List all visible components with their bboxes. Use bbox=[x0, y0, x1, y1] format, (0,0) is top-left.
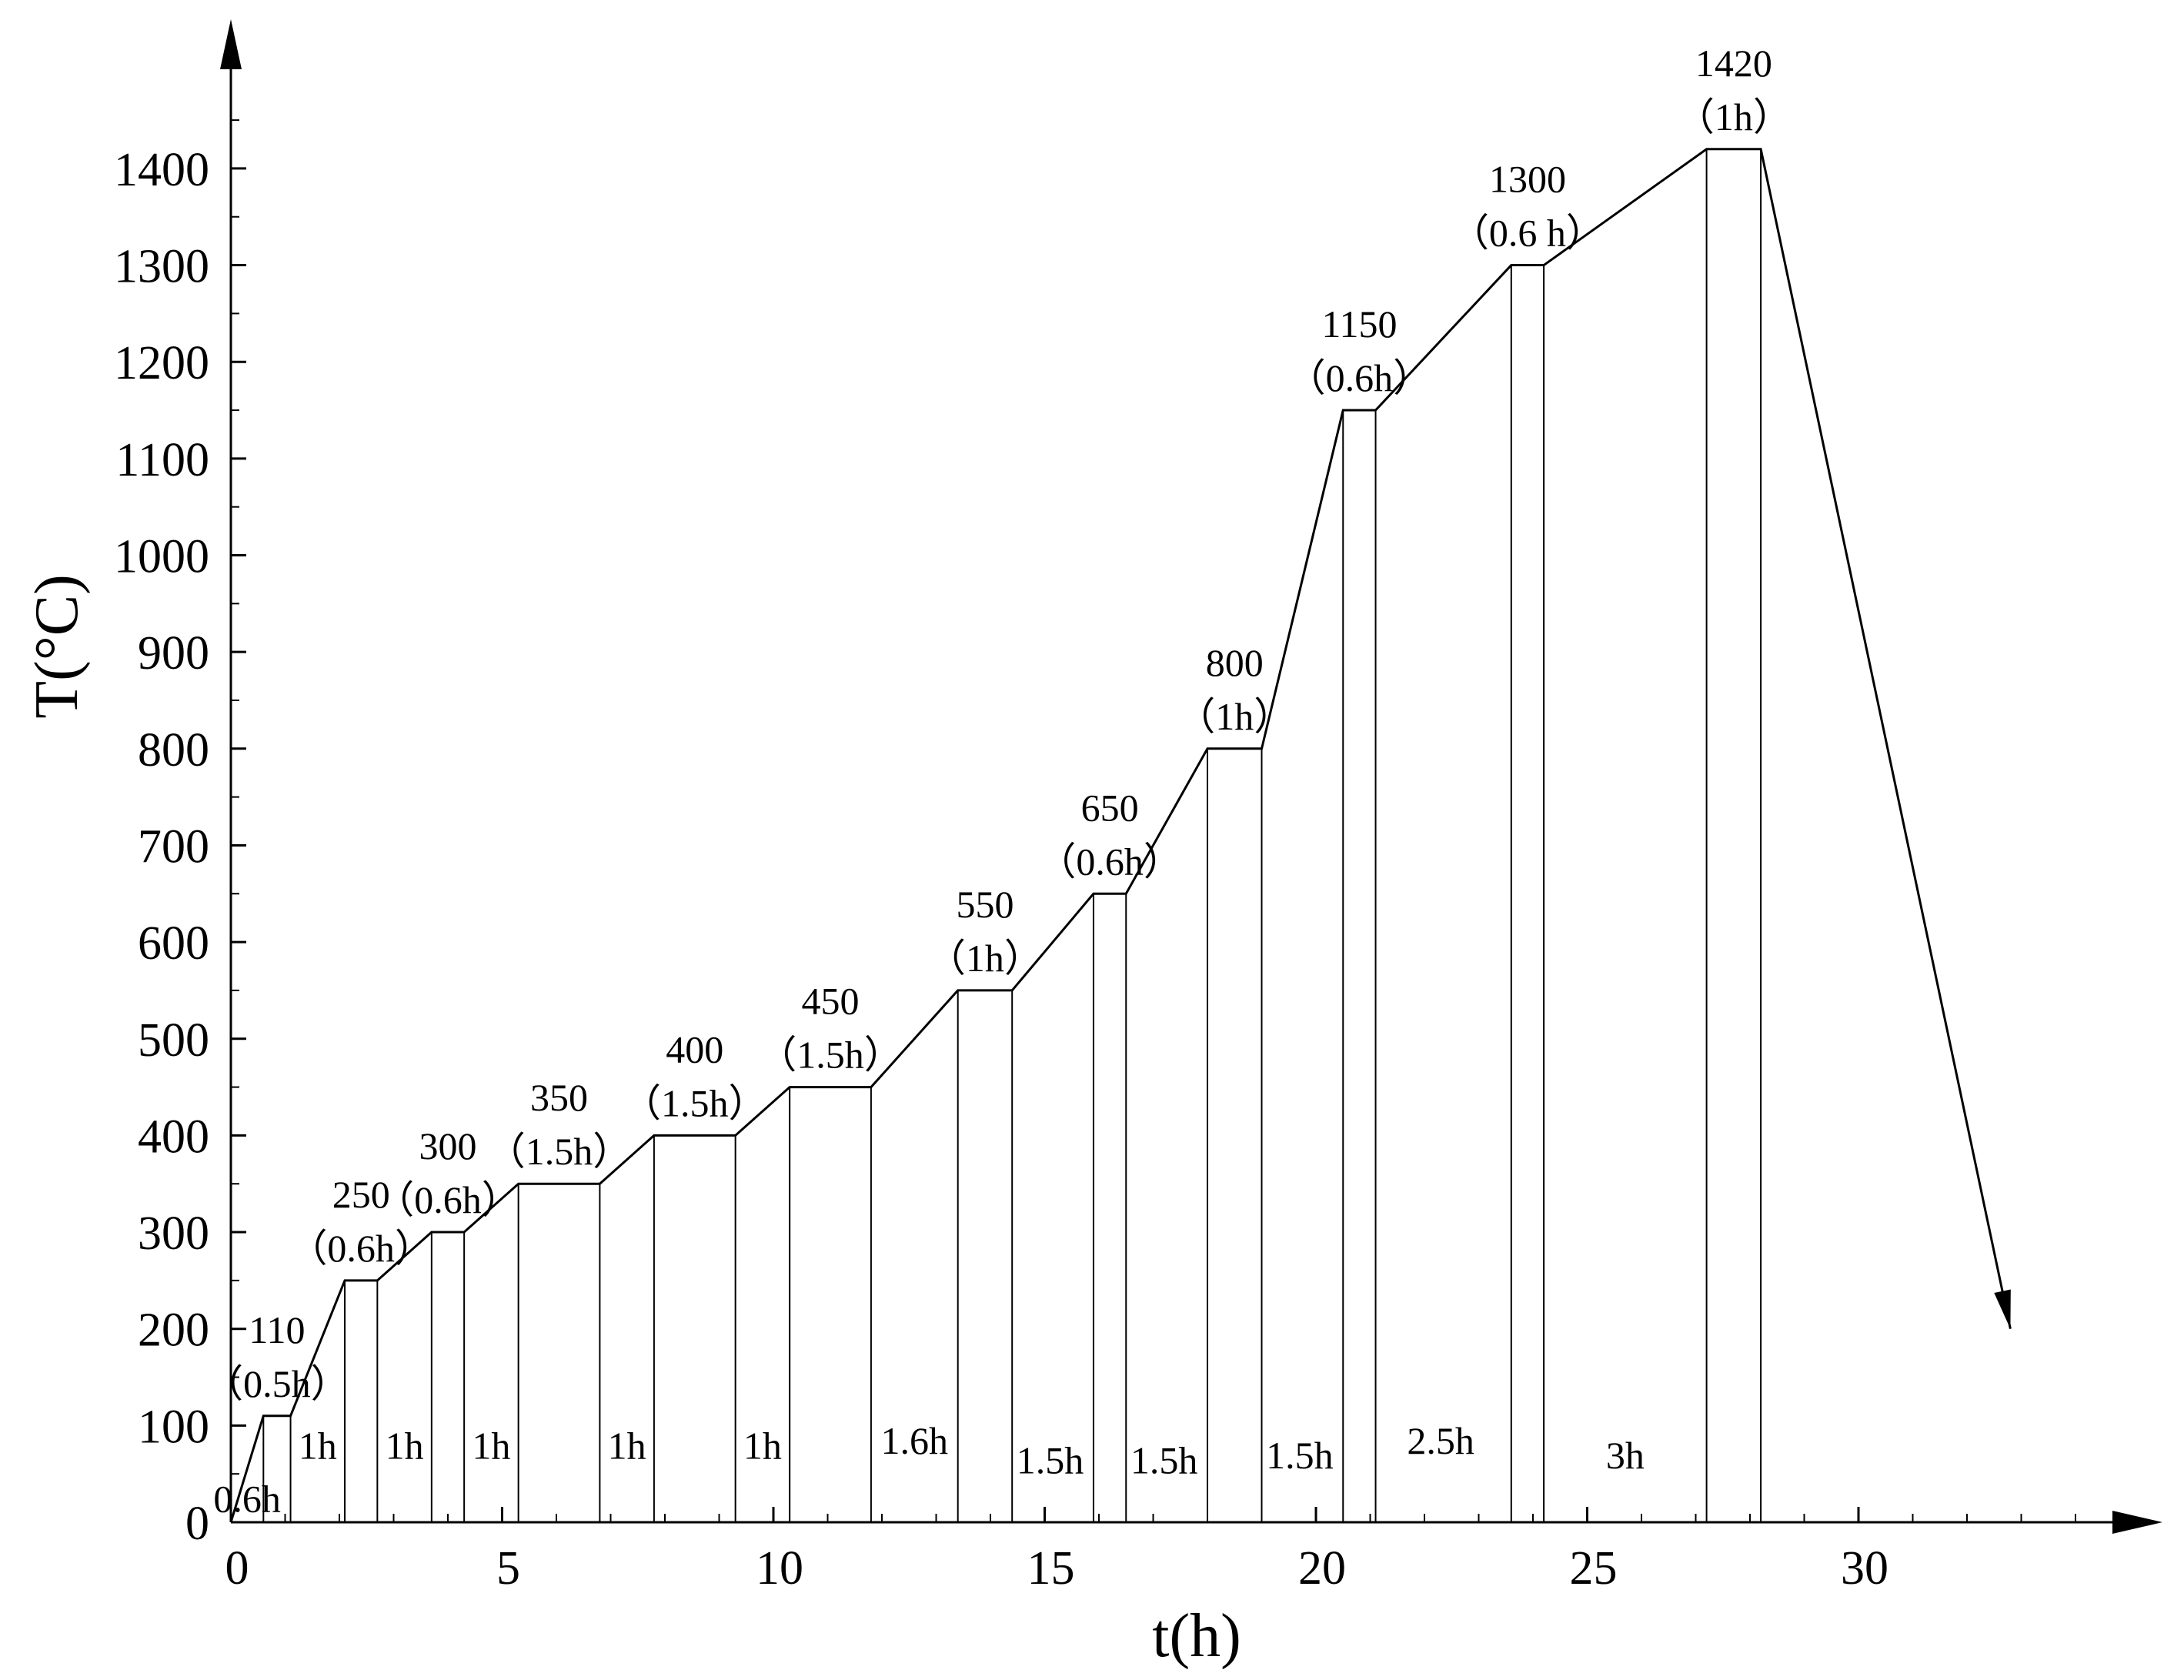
y-tick-label: 1400 bbox=[114, 144, 209, 196]
hold-temperature-label: 300 bbox=[419, 1124, 477, 1167]
hold-temperature-label: 800 bbox=[1206, 641, 1264, 684]
ramp-duration-label: 1h bbox=[299, 1424, 337, 1467]
y-tick-label: 1300 bbox=[114, 241, 209, 293]
y-tick-label: 700 bbox=[138, 820, 209, 873]
hold-boxes bbox=[262, 149, 1762, 1522]
ramp-duration-label: 1.5h bbox=[1017, 1438, 1084, 1481]
hold-duration-label: （1.5h） bbox=[758, 1034, 903, 1077]
x-tick-label: 10 bbox=[756, 1542, 803, 1595]
y-tick-label: 300 bbox=[138, 1207, 209, 1260]
y-tick-label: 1200 bbox=[114, 337, 209, 389]
x-axis-label: t(h) bbox=[1152, 1602, 1241, 1670]
cooling-arrowhead bbox=[1994, 1289, 2011, 1329]
x-tick-label: 5 bbox=[496, 1542, 520, 1595]
hold-duration-label: （0.6 h） bbox=[1451, 212, 1605, 255]
ramp-duration-label: 1.5h bbox=[1266, 1434, 1334, 1477]
hold-duration-label: （0.5h） bbox=[205, 1362, 349, 1405]
y-tick-label: 500 bbox=[138, 1014, 209, 1067]
axes: 0100200300400500600700800900100011001200… bbox=[114, 19, 2162, 1595]
x-tick-label: 30 bbox=[1841, 1542, 1888, 1595]
y-tick-label: 200 bbox=[138, 1304, 209, 1357]
hold-duration-label: （1h） bbox=[1177, 695, 1292, 738]
ramp-duration-label: 1h bbox=[743, 1424, 782, 1467]
hold-duration-label: （0.6h） bbox=[1037, 840, 1182, 883]
hold-temperature-label: 550 bbox=[956, 883, 1014, 926]
y-tick-label: 1000 bbox=[114, 531, 209, 583]
y-tick-label: 900 bbox=[138, 627, 209, 680]
hold-temperature-label: 1150 bbox=[1321, 302, 1397, 346]
profile-line bbox=[229, 148, 2012, 1523]
ramp-duration-label: 1h bbox=[608, 1424, 646, 1467]
y-tick-label: 1100 bbox=[115, 434, 209, 486]
ramp-duration-label: 1.6h bbox=[881, 1419, 949, 1462]
hold-temperature-label: 650 bbox=[1081, 786, 1139, 829]
hold-duration-label: （1h） bbox=[927, 937, 1043, 980]
ramp-duration-label: 1h bbox=[386, 1424, 424, 1467]
y-tick-label: 0 bbox=[185, 1498, 209, 1550]
y-axis-label: T(°C) bbox=[23, 574, 91, 719]
y-tick-label: 600 bbox=[138, 917, 209, 970]
ramp-duration-label: 2.5h bbox=[1407, 1419, 1474, 1462]
hold-temperature-label: 350 bbox=[530, 1076, 588, 1119]
hold-temperature-label: 250 bbox=[332, 1173, 390, 1216]
hold-duration-label: （0.6h） bbox=[376, 1178, 520, 1221]
y-tick-label: 800 bbox=[138, 724, 209, 777]
ramp-duration-label: 1.5h bbox=[1130, 1438, 1198, 1481]
y-tick-label: 100 bbox=[138, 1401, 209, 1453]
hold-duration-label: （1.5h） bbox=[487, 1130, 632, 1173]
y-axis-arrowhead bbox=[220, 19, 242, 69]
x-tick-label: 25 bbox=[1570, 1542, 1618, 1595]
hold-temperature-label: 450 bbox=[802, 980, 860, 1023]
annotations: 110（0.5h）250（0.6h）300（0.6h）350（1.5h）400（… bbox=[205, 42, 1792, 1521]
temperature-profile bbox=[229, 148, 2012, 1523]
ramp-duration-label: 3h bbox=[1606, 1434, 1645, 1477]
hold-duration-label: （0.6h） bbox=[1287, 356, 1432, 399]
x-tick-label: 0 bbox=[225, 1542, 249, 1595]
hold-duration-label: （0.6h） bbox=[289, 1227, 433, 1270]
x-tick-label: 15 bbox=[1027, 1542, 1075, 1595]
ramp-duration-label: 0.6h bbox=[213, 1478, 281, 1521]
x-axis-arrowhead bbox=[2112, 1511, 2162, 1534]
ramp-duration-label: 1h bbox=[472, 1424, 510, 1467]
hold-temperature-label: 1300 bbox=[1489, 158, 1566, 201]
hold-duration-label: （1.5h） bbox=[623, 1081, 767, 1124]
hold-temperature-label: 110 bbox=[249, 1308, 305, 1351]
x-tick-label: 20 bbox=[1298, 1542, 1346, 1595]
y-tick-label: 400 bbox=[138, 1111, 209, 1163]
hold-duration-label: （1h） bbox=[1676, 95, 1792, 139]
hold-temperature-label: 400 bbox=[666, 1027, 723, 1070]
hold-temperature-label: 1420 bbox=[1695, 42, 1772, 85]
